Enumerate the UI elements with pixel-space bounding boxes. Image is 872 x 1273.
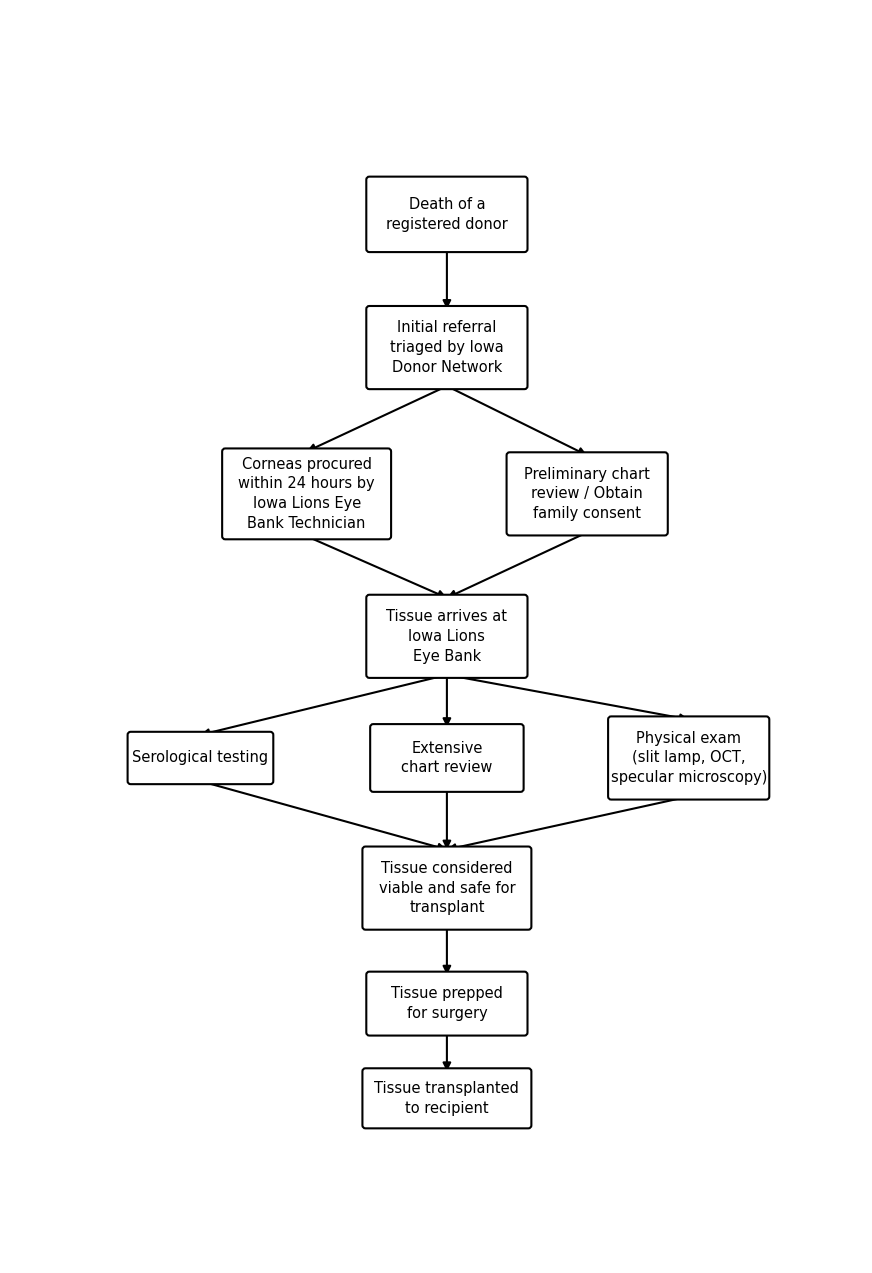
FancyBboxPatch shape <box>222 448 392 540</box>
Text: Preliminary chart
review / Obtain
family consent: Preliminary chart review / Obtain family… <box>524 467 651 521</box>
Text: Tissue arrives at
Iowa Lions
Eye Bank: Tissue arrives at Iowa Lions Eye Bank <box>386 608 508 663</box>
FancyBboxPatch shape <box>366 971 528 1035</box>
Text: Initial referral
triaged by Iowa
Donor Network: Initial referral triaged by Iowa Donor N… <box>390 321 504 374</box>
Text: Tissue prepped
for surgery: Tissue prepped for surgery <box>391 987 503 1021</box>
FancyBboxPatch shape <box>366 177 528 252</box>
FancyBboxPatch shape <box>371 724 523 792</box>
FancyBboxPatch shape <box>366 306 528 390</box>
FancyBboxPatch shape <box>608 717 769 799</box>
FancyBboxPatch shape <box>363 1068 531 1128</box>
FancyBboxPatch shape <box>366 594 528 679</box>
FancyBboxPatch shape <box>507 452 668 536</box>
FancyBboxPatch shape <box>127 732 273 784</box>
Text: Death of a
registered donor: Death of a registered donor <box>386 197 508 232</box>
Text: Extensive
chart review: Extensive chart review <box>401 741 493 775</box>
Text: Tissue transplanted
to recipient: Tissue transplanted to recipient <box>374 1081 520 1115</box>
Text: Tissue considered
viable and safe for
transplant: Tissue considered viable and safe for tr… <box>378 861 515 915</box>
Text: Physical exam
(slit lamp, OCT,
specular microscopy): Physical exam (slit lamp, OCT, specular … <box>610 731 766 785</box>
Text: Serological testing: Serological testing <box>133 751 269 765</box>
FancyBboxPatch shape <box>363 847 531 929</box>
Text: Corneas procured
within 24 hours by
Iowa Lions Eye
Bank Technician: Corneas procured within 24 hours by Iowa… <box>238 457 375 531</box>
